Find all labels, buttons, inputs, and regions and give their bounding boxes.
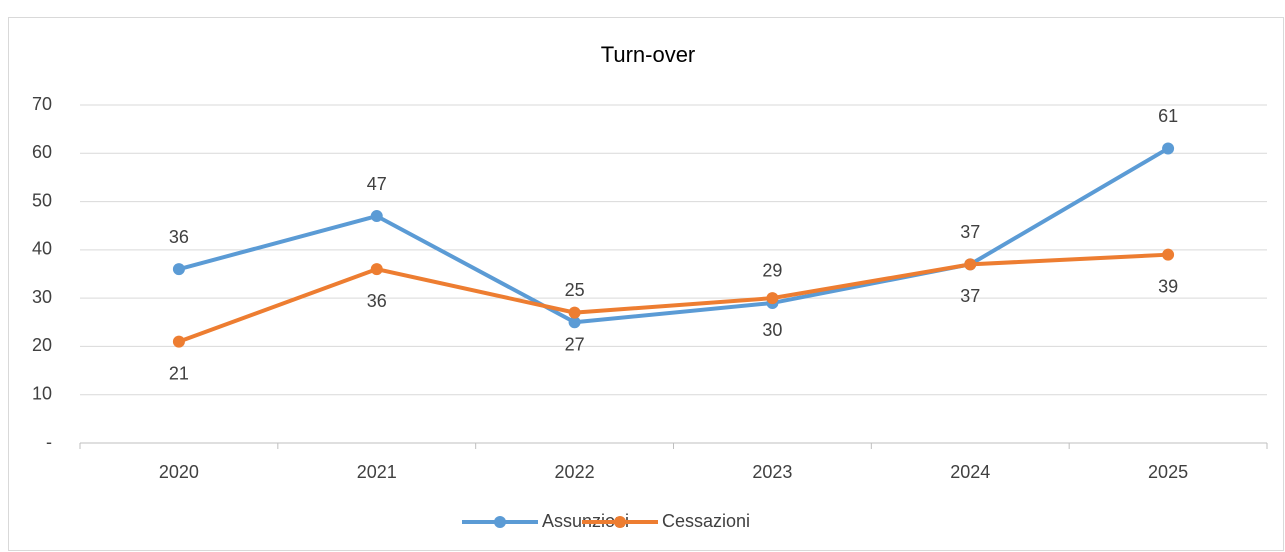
data-label: 61: [1158, 106, 1178, 126]
data-label: 36: [169, 227, 189, 247]
data-label: 37: [960, 286, 980, 306]
data-label: 37: [960, 222, 980, 242]
data-point: [370, 263, 383, 276]
y-tick-label: 30: [32, 287, 52, 307]
x-tick-label: 2025: [1148, 462, 1188, 482]
y-tick-label: 70: [32, 94, 52, 114]
y-tick-label: -: [46, 432, 52, 452]
x-tick-label: 2021: [357, 462, 397, 482]
data-point: [766, 292, 779, 305]
data-point: [172, 335, 185, 348]
data-point: [172, 263, 185, 276]
series-line: [178, 146, 1170, 325]
y-tick-label: 20: [32, 335, 52, 355]
data-label: 36: [367, 291, 387, 311]
x-tick-label: 2024: [950, 462, 990, 482]
chart-title: Turn-over: [601, 42, 696, 67]
x-tick-label: 2020: [159, 462, 199, 482]
data-point: [568, 306, 581, 319]
legend-marker: [494, 516, 506, 528]
data-label: 29: [762, 261, 782, 281]
legend-marker: [614, 516, 626, 528]
y-tick-label: 60: [32, 142, 52, 162]
series-line: [178, 252, 1169, 344]
data-label: 30: [762, 320, 782, 340]
data-label: 25: [565, 280, 585, 300]
legend-label: Cessazioni: [662, 511, 750, 531]
y-tick-label: 50: [32, 190, 52, 210]
chart-border: [8, 17, 1284, 551]
data-point: [370, 210, 383, 223]
data-label: 39: [1158, 276, 1178, 296]
data-label: 21: [169, 363, 189, 383]
data-point: [964, 258, 977, 271]
data-point: [1162, 248, 1175, 261]
x-tick-label: 2023: [752, 462, 792, 482]
data-point: [1162, 142, 1175, 155]
y-tick-label: 40: [32, 239, 52, 259]
data-label: 27: [565, 334, 585, 354]
data-label: 47: [367, 174, 387, 194]
y-tick-label: 10: [32, 383, 52, 403]
x-tick-label: 2022: [555, 462, 595, 482]
data-point: [568, 316, 581, 329]
